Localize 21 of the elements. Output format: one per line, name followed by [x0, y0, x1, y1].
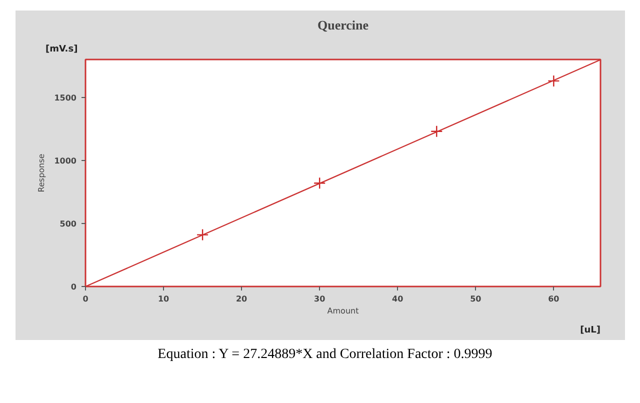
- y-tick-label: 500: [60, 219, 77, 228]
- x-tick-label: 40: [392, 294, 404, 304]
- x-axis-title: Amount: [327, 306, 359, 316]
- x-tick-label: 10: [158, 294, 170, 304]
- text: [mV.s]: [46, 44, 78, 54]
- x-tick-label: 60: [548, 294, 560, 304]
- point: [548, 74, 560, 88]
- point: [313, 176, 326, 190]
- y-tick-label: 1000: [54, 156, 77, 166]
- text: [uL]: [580, 326, 601, 336]
- y-axis-title: Response: [37, 154, 46, 192]
- x-tick-label: 30: [314, 294, 326, 304]
- chart-title: Quercine: [317, 18, 369, 32]
- x-tick-label: 50: [470, 294, 482, 304]
- x-tick-label: 20: [236, 294, 248, 304]
- point: [196, 228, 209, 241]
- y-tick-label: 1500: [54, 93, 77, 102]
- text: Equation : Y = 27.24889*X and Correlation Factor : 0.9999: [158, 346, 492, 364]
- point: [430, 125, 443, 138]
- x-tick-label: 0: [82, 294, 89, 304]
- y-tick-label: 0: [70, 282, 77, 292]
